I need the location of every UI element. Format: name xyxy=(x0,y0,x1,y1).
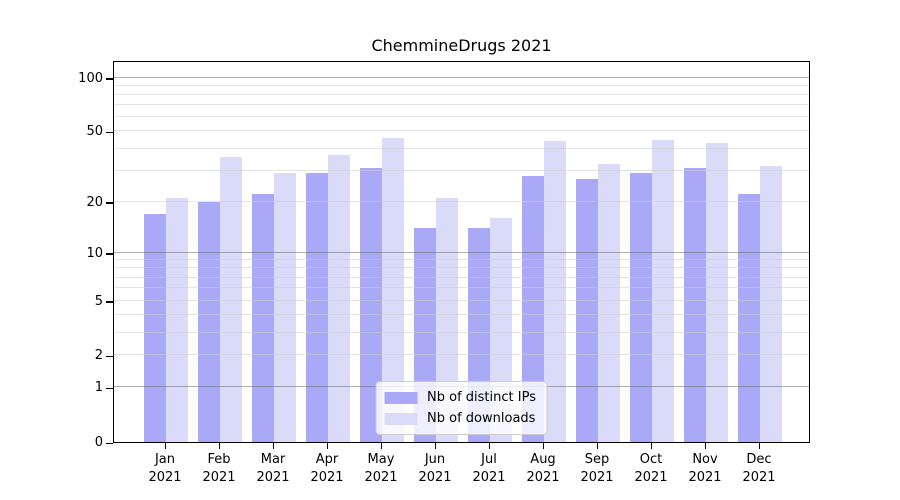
x-tick-month: Apr xyxy=(315,452,339,467)
x-tick-month: Dec xyxy=(746,452,772,467)
bar-nb-of-downloads-apr xyxy=(328,154,350,442)
y-tick-label-50: 50 xyxy=(86,124,103,140)
x-tick-mark-feb xyxy=(218,443,220,449)
x-tick-label-sep: Sep 2021 xyxy=(567,451,627,487)
x-tick-label-may: May 2021 xyxy=(351,451,411,487)
x-tick-year: 2021 xyxy=(742,470,776,485)
bar-nb-of-downloads-jun xyxy=(436,197,458,442)
x-tick-month: Jun xyxy=(424,452,446,467)
y-tick-mark-2 xyxy=(106,355,113,358)
bar-nb-of-downloads-oct xyxy=(652,139,674,442)
chart-title: ChemmineDrugs 2021 xyxy=(371,36,552,55)
legend-swatch-distinct-ips xyxy=(384,391,418,404)
x-tick-year: 2021 xyxy=(418,470,452,485)
legend-row-downloads: Nb of downloads xyxy=(384,408,536,429)
bar-nb-of-distinct-ips-apr xyxy=(306,173,328,442)
x-tick-label-mar: Mar 2021 xyxy=(243,451,303,487)
x-tick-mark-aug xyxy=(542,443,544,449)
bar-nb-of-downloads-may xyxy=(382,137,404,442)
x-tick-year: 2021 xyxy=(202,470,236,485)
x-tick-month: Oct xyxy=(639,452,663,467)
x-tick-label-jul: Jul 2021 xyxy=(459,451,519,487)
x-tick-mark-sep xyxy=(596,443,598,449)
bar-nb-of-distinct-ips-mar xyxy=(252,194,274,442)
y-tick-label-1: 1 xyxy=(94,380,103,396)
bar-nb-of-distinct-ips-feb xyxy=(198,201,220,442)
y-tick-mark-0 xyxy=(106,442,113,444)
y-tick-label-10: 10 xyxy=(86,245,103,261)
x-tick-year: 2021 xyxy=(688,470,722,485)
legend: Nb of distinct IPs Nb of downloads xyxy=(375,381,548,435)
x-tick-month: Feb xyxy=(207,452,231,467)
bar-nb-of-distinct-ips-jan xyxy=(144,213,166,442)
y-tick-mark-20 xyxy=(106,202,113,204)
x-tick-label-oct: Oct 2021 xyxy=(621,451,681,487)
x-tick-month: May xyxy=(367,452,395,467)
x-tick-year: 2021 xyxy=(472,470,506,485)
x-tick-label-nov: Nov 2021 xyxy=(675,451,735,487)
bar-nb-of-downloads-mar xyxy=(274,173,296,442)
x-tick-month: Aug xyxy=(530,452,556,467)
x-tick-label-apr: Apr 2021 xyxy=(297,451,357,487)
bar-nb-of-downloads-sep xyxy=(598,163,620,442)
x-tick-year: 2021 xyxy=(148,470,182,485)
x-tick-month: Nov xyxy=(692,452,718,467)
x-tick-month: Mar xyxy=(260,452,286,467)
x-tick-mark-mar xyxy=(272,443,274,449)
y-tick-label-5: 5 xyxy=(94,293,103,309)
y-tick-label-0: 0 xyxy=(94,435,103,450)
x-tick-year: 2021 xyxy=(580,470,614,485)
x-tick-label-aug: Aug 2021 xyxy=(513,451,573,487)
y-tick-label-20: 20 xyxy=(86,194,103,210)
x-tick-year: 2021 xyxy=(634,470,668,485)
plot-area: Nb of distinct IPs Nb of downloads xyxy=(113,61,810,443)
bar-nb-of-distinct-ips-sep xyxy=(576,178,598,442)
x-tick-mark-jan xyxy=(164,443,166,449)
bar-nb-of-distinct-ips-aug xyxy=(522,176,544,442)
y-tick-label-2: 2 xyxy=(94,348,103,364)
bar-nb-of-distinct-ips-dec xyxy=(738,194,760,442)
x-tick-mark-oct xyxy=(650,443,652,449)
x-tick-year: 2021 xyxy=(256,470,290,485)
x-tick-label-jun: Jun 2021 xyxy=(405,451,465,487)
x-tick-label-dec: Dec 2021 xyxy=(729,451,789,487)
bar-nb-of-downloads-nov xyxy=(706,143,728,442)
y-tick-mark-10 xyxy=(106,253,113,255)
x-tick-month: Jul xyxy=(481,452,497,467)
x-tick-year: 2021 xyxy=(526,470,560,485)
y-tick-label-100: 100 xyxy=(78,70,103,86)
x-tick-label-jan: Jan 2021 xyxy=(135,451,195,487)
legend-swatch-downloads xyxy=(384,412,418,425)
x-tick-month: Jan xyxy=(154,452,176,467)
x-tick-year: 2021 xyxy=(310,470,344,485)
y-tick-mark-50 xyxy=(106,131,113,134)
legend-row-distinct-ips: Nb of distinct IPs xyxy=(384,387,536,408)
bar-nb-of-distinct-ips-oct xyxy=(630,173,652,442)
x-tick-mark-nov xyxy=(704,443,706,449)
y-tick-mark-100 xyxy=(106,78,113,80)
x-tick-mark-may xyxy=(380,443,382,449)
y-tick-mark-5 xyxy=(106,301,113,303)
x-tick-mark-jul xyxy=(488,443,490,449)
bar-nb-of-distinct-ips-may xyxy=(360,168,382,442)
y-tick-mark-1 xyxy=(106,387,113,390)
bar-nb-of-distinct-ips-nov xyxy=(684,168,706,442)
x-tick-mark-apr xyxy=(326,443,328,449)
legend-label-distinct-ips: Nb of distinct IPs xyxy=(427,390,536,405)
legend-label-downloads: Nb of downloads xyxy=(427,411,536,426)
bar-nb-of-downloads-dec xyxy=(760,165,782,442)
x-tick-mark-jun xyxy=(434,443,436,449)
bar-nb-of-downloads-aug xyxy=(544,141,566,442)
x-tick-label-feb: Feb 2021 xyxy=(189,451,249,487)
x-tick-mark-dec xyxy=(758,443,760,449)
bar-nb-of-downloads-jan xyxy=(166,197,188,442)
x-tick-month: Sep xyxy=(584,452,610,467)
bar-nb-of-downloads-feb xyxy=(220,156,242,442)
x-tick-year: 2021 xyxy=(364,470,398,485)
